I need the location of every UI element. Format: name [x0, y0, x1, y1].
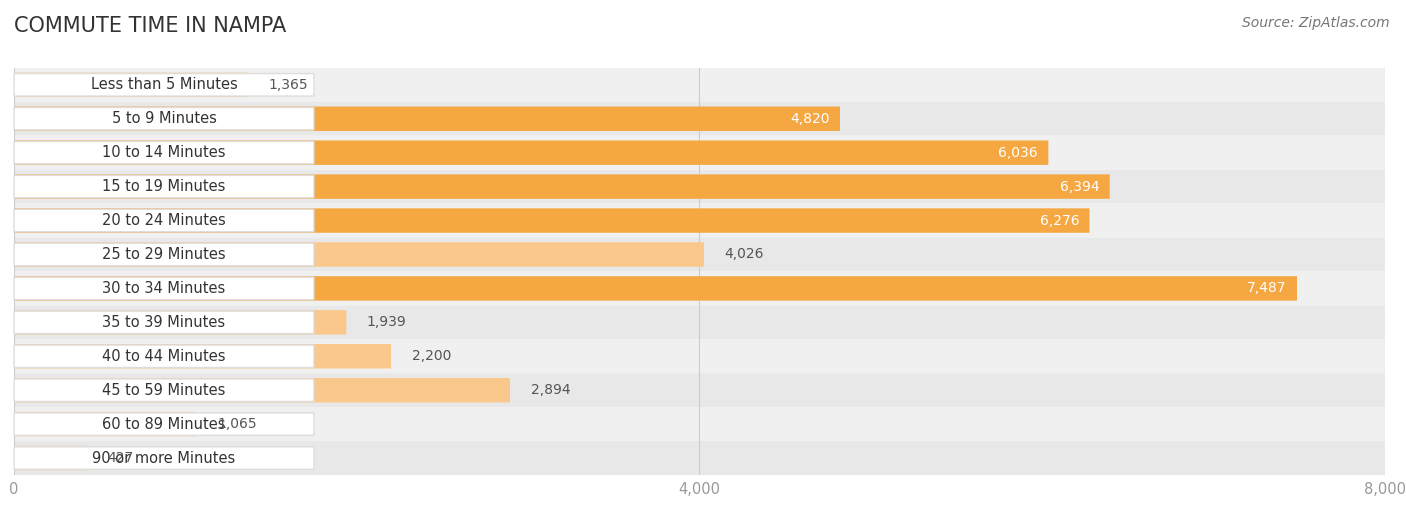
- FancyBboxPatch shape: [14, 140, 1049, 165]
- FancyBboxPatch shape: [14, 310, 346, 335]
- Text: 7,487: 7,487: [1247, 281, 1286, 295]
- FancyBboxPatch shape: [14, 446, 87, 470]
- FancyBboxPatch shape: [14, 238, 1385, 271]
- FancyBboxPatch shape: [14, 102, 1385, 136]
- FancyBboxPatch shape: [14, 170, 1385, 204]
- FancyBboxPatch shape: [14, 208, 1090, 233]
- FancyBboxPatch shape: [14, 73, 247, 97]
- FancyBboxPatch shape: [14, 277, 314, 300]
- Text: 15 to 19 Minutes: 15 to 19 Minutes: [103, 179, 226, 194]
- Text: COMMUTE TIME IN NAMPA: COMMUTE TIME IN NAMPA: [14, 16, 287, 35]
- FancyBboxPatch shape: [14, 412, 197, 436]
- FancyBboxPatch shape: [14, 447, 314, 469]
- Text: 90 or more Minutes: 90 or more Minutes: [93, 450, 236, 466]
- FancyBboxPatch shape: [14, 68, 1385, 102]
- FancyBboxPatch shape: [14, 141, 314, 164]
- Text: 427: 427: [108, 451, 134, 465]
- Text: 10 to 14 Minutes: 10 to 14 Minutes: [103, 145, 226, 160]
- Text: 5 to 9 Minutes: 5 to 9 Minutes: [111, 111, 217, 126]
- FancyBboxPatch shape: [14, 108, 314, 130]
- Text: 4,820: 4,820: [790, 112, 830, 126]
- Text: 20 to 24 Minutes: 20 to 24 Minutes: [103, 213, 226, 228]
- FancyBboxPatch shape: [14, 242, 704, 267]
- FancyBboxPatch shape: [14, 74, 314, 96]
- Text: 60 to 89 Minutes: 60 to 89 Minutes: [103, 417, 226, 432]
- FancyBboxPatch shape: [14, 379, 314, 401]
- FancyBboxPatch shape: [14, 407, 1385, 441]
- Text: 30 to 34 Minutes: 30 to 34 Minutes: [103, 281, 225, 296]
- FancyBboxPatch shape: [14, 209, 314, 232]
- FancyBboxPatch shape: [14, 174, 1109, 199]
- Text: 1,939: 1,939: [367, 315, 406, 329]
- FancyBboxPatch shape: [14, 339, 1385, 373]
- Text: 45 to 59 Minutes: 45 to 59 Minutes: [103, 383, 226, 398]
- Text: Less than 5 Minutes: Less than 5 Minutes: [90, 77, 238, 92]
- FancyBboxPatch shape: [14, 106, 839, 131]
- Text: 40 to 44 Minutes: 40 to 44 Minutes: [103, 349, 226, 364]
- Text: 6,394: 6,394: [1060, 180, 1099, 194]
- FancyBboxPatch shape: [14, 413, 314, 435]
- FancyBboxPatch shape: [14, 305, 1385, 339]
- FancyBboxPatch shape: [14, 175, 314, 198]
- FancyBboxPatch shape: [14, 271, 1385, 305]
- FancyBboxPatch shape: [14, 344, 391, 369]
- Text: 2,894: 2,894: [530, 383, 571, 397]
- FancyBboxPatch shape: [14, 204, 1385, 238]
- FancyBboxPatch shape: [14, 243, 314, 266]
- Text: 1,065: 1,065: [217, 417, 257, 431]
- FancyBboxPatch shape: [14, 311, 314, 334]
- Text: 4,026: 4,026: [724, 247, 763, 262]
- Text: 6,276: 6,276: [1039, 213, 1080, 228]
- Text: 2,200: 2,200: [412, 349, 451, 363]
- Text: 35 to 39 Minutes: 35 to 39 Minutes: [103, 315, 225, 330]
- FancyBboxPatch shape: [14, 441, 1385, 475]
- FancyBboxPatch shape: [14, 345, 314, 367]
- FancyBboxPatch shape: [14, 373, 1385, 407]
- Text: Source: ZipAtlas.com: Source: ZipAtlas.com: [1241, 16, 1389, 30]
- FancyBboxPatch shape: [14, 136, 1385, 170]
- Text: 1,365: 1,365: [269, 78, 308, 92]
- FancyBboxPatch shape: [14, 276, 1296, 301]
- FancyBboxPatch shape: [14, 378, 510, 402]
- Text: 6,036: 6,036: [998, 146, 1038, 160]
- Text: 25 to 29 Minutes: 25 to 29 Minutes: [103, 247, 226, 262]
